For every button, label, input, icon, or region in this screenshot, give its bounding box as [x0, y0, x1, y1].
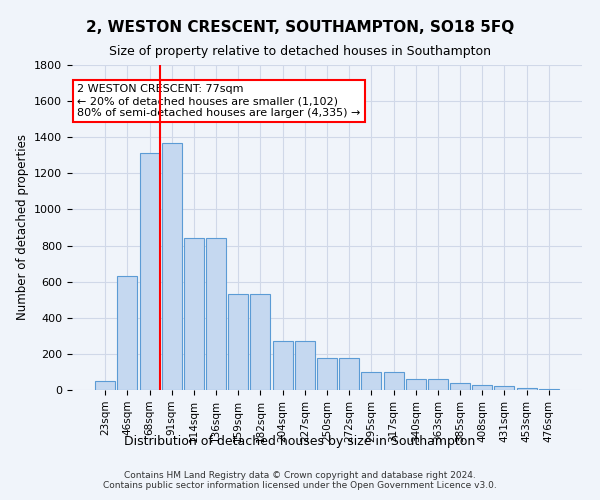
Text: Size of property relative to detached houses in Southampton: Size of property relative to detached ho…: [109, 45, 491, 58]
Bar: [428, 379, 448, 390]
Bar: [317, 358, 337, 390]
Bar: [494, 386, 514, 390]
Bar: [184, 238, 204, 390]
Bar: [406, 379, 426, 390]
Text: Distribution of detached houses by size in Southampton: Distribution of detached houses by size …: [124, 435, 476, 448]
Text: Contains HM Land Registry data © Crown copyright and database right 2024.
Contai: Contains HM Land Registry data © Crown c…: [103, 470, 497, 490]
Bar: [472, 384, 492, 390]
Bar: [361, 372, 382, 390]
Y-axis label: Number of detached properties: Number of detached properties: [16, 134, 29, 320]
Bar: [206, 238, 226, 390]
Bar: [228, 294, 248, 390]
Bar: [95, 381, 115, 390]
Bar: [250, 294, 271, 390]
Bar: [272, 341, 293, 390]
Bar: [450, 383, 470, 390]
Bar: [162, 142, 182, 390]
Bar: [339, 358, 359, 390]
Bar: [539, 389, 559, 390]
Bar: [383, 372, 404, 390]
Text: 2, WESTON CRESCENT, SOUTHAMPTON, SO18 5FQ: 2, WESTON CRESCENT, SOUTHAMPTON, SO18 5F…: [86, 20, 514, 35]
Bar: [140, 154, 160, 390]
Bar: [295, 341, 315, 390]
Bar: [517, 388, 536, 390]
Text: 2 WESTON CRESCENT: 77sqm
← 20% of detached houses are smaller (1,102)
80% of sem: 2 WESTON CRESCENT: 77sqm ← 20% of detach…: [77, 84, 361, 117]
Bar: [118, 276, 137, 390]
